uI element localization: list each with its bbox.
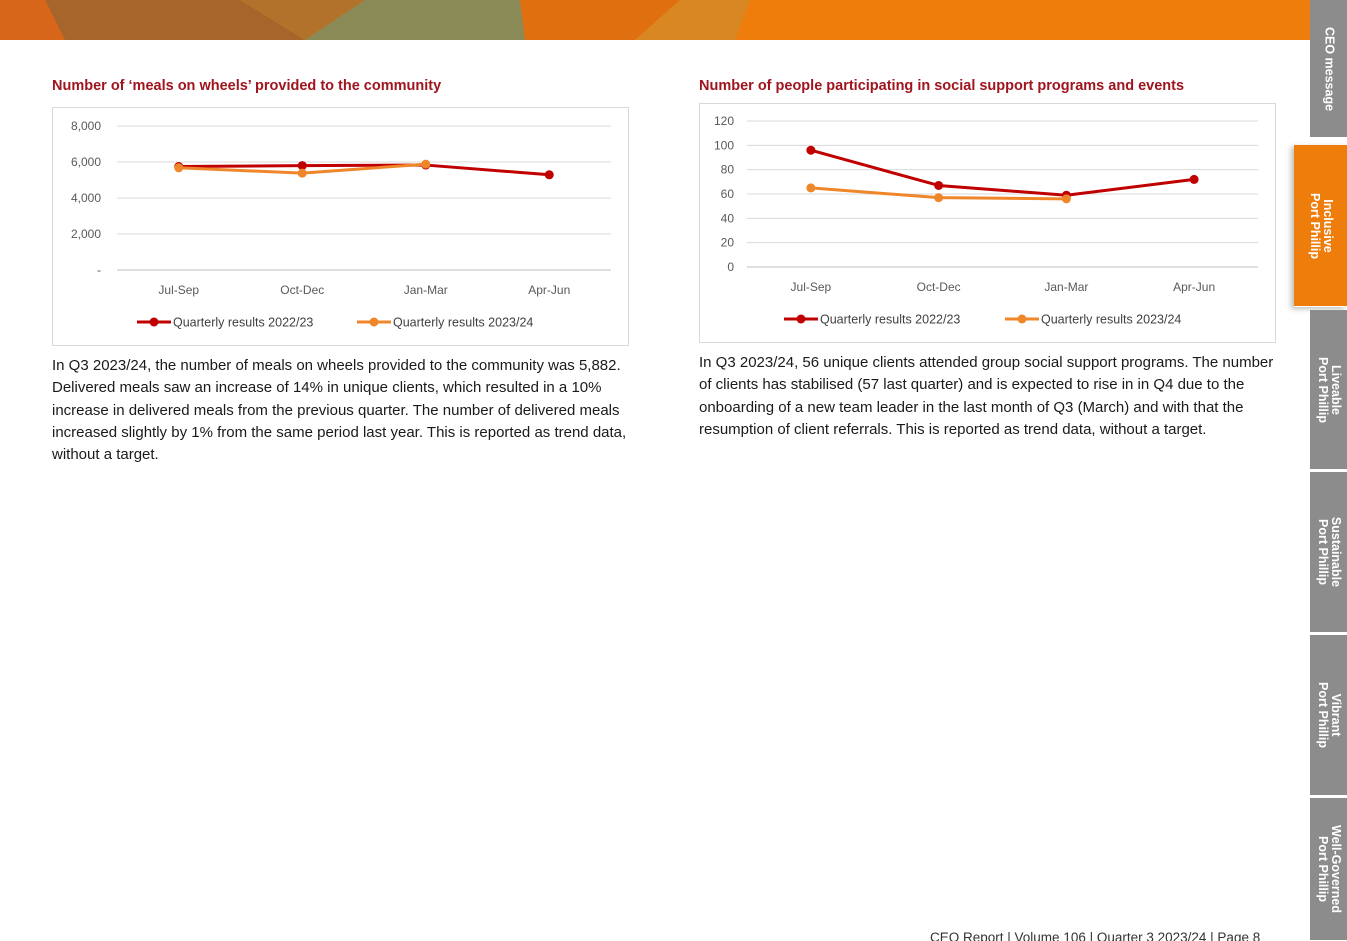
data-point <box>544 170 554 180</box>
social-chart-heading: Number of people participating in social… <box>699 78 1185 94</box>
x-tick-label: Jul-Sep <box>158 283 199 297</box>
side-tab-label: Well-Governed <box>1328 825 1343 913</box>
side-tab-label: Vibrant <box>1328 693 1343 737</box>
side-tab-vibrant-port-phillip[interactable]: Vibrant Port Phillip <box>1310 635 1347 796</box>
section-side-tabs: CEO message Inclusive Port Phillip Livea… <box>1294 0 1347 941</box>
side-tab-well-governed-port-phillip[interactable]: Well-Governed Port Phillip <box>1310 798 1347 941</box>
data-point <box>421 159 431 169</box>
meals-line-chart: - 2,000 4,000 6,000 8,000 Jul-Sep Oct-Dec Jan-M… <box>71 119 611 330</box>
side-tab-label: Port Phillip <box>1315 519 1330 585</box>
legend-marker <box>796 314 806 324</box>
social-line-chart: 0 20 40 60 80 100 120 Jul-Sep Oct-Dec Jan-Mar Apr-… <box>714 114 1258 327</box>
x-tick-label: Jan-Mar <box>404 283 448 297</box>
data-point <box>174 163 184 173</box>
side-tab-liveable-port-phillip[interactable]: Liveable Port Phillip <box>1310 310 1347 470</box>
legend-label: Quarterly results 2023/24 <box>393 316 533 330</box>
meals-chart-heading: Number of ‘meals on wheels’ provided to … <box>52 78 442 94</box>
legend-label: Quarterly results 2022/23 <box>820 313 960 327</box>
data-point <box>297 168 307 178</box>
side-tab-label: Liveable <box>1328 364 1343 415</box>
side-tab-label: Inclusive <box>1320 198 1335 253</box>
page-footer: CEO Report | Volume 106 | Quarter 3 2023… <box>930 930 1261 941</box>
side-tab-ceo-message[interactable]: CEO message <box>1310 0 1347 138</box>
y-tick-label: 60 <box>721 187 735 201</box>
y-tick-label: 8,000 <box>71 119 101 133</box>
y-tick-label: - <box>97 263 101 277</box>
x-tick-label: Apr-Jun <box>528 283 570 297</box>
data-point <box>934 193 944 203</box>
y-tick-label: 100 <box>714 138 734 152</box>
legend-marker <box>149 317 159 327</box>
meals-chart: - 2,000 4,000 6,000 8,000 Jul-Sep Oct-Dec Jan-M… <box>52 107 629 346</box>
x-tick-label: Oct-Dec <box>280 283 324 297</box>
social-paragraph: In Q3 2023/24, 56 unique clients attende… <box>699 354 1274 438</box>
y-tick-label: 0 <box>727 260 734 274</box>
x-tick-label: Jan-Mar <box>1044 280 1088 294</box>
y-tick-label: 80 <box>721 163 735 177</box>
legend-label: Quarterly results 2022/23 <box>173 316 313 330</box>
banner-graphic <box>0 0 1310 40</box>
y-tick-label: 4,000 <box>71 191 101 205</box>
side-tab-label: Sustainable <box>1328 516 1343 588</box>
x-tick-label: Apr-Jun <box>1173 280 1215 294</box>
legend-marker <box>1017 314 1027 324</box>
meals-paragraph: In Q3 2023/24, the number of meals on wh… <box>52 357 627 464</box>
side-tab-inclusive-port-phillip[interactable]: Inclusive Port Phillip <box>1294 145 1347 307</box>
x-tick-label: Oct-Dec <box>917 280 961 294</box>
series-line <box>178 163 550 177</box>
y-tick-label: 6,000 <box>71 155 101 169</box>
data-point <box>806 183 816 193</box>
data-point <box>934 180 944 190</box>
top-banner <box>0 0 1310 40</box>
x-tick-label: Jul-Sep <box>791 280 832 294</box>
y-tick-label: 2,000 <box>71 227 101 241</box>
side-tab-label: Port Phillip <box>1315 682 1330 748</box>
legend-marker <box>369 317 379 327</box>
social-chart: 0 20 40 60 80 100 120 Jul-Sep Oct-Dec Jan-Mar Apr-… <box>699 103 1276 343</box>
y-tick-label: 20 <box>721 236 735 250</box>
data-point <box>1061 194 1071 204</box>
side-tab-sustainable-port-phillip[interactable]: Sustainable Port Phillip <box>1310 472 1347 633</box>
side-tab-label: Port Phillip <box>1315 356 1330 423</box>
side-tab-label: Port Phillip <box>1307 192 1322 259</box>
y-tick-label: 40 <box>721 211 735 225</box>
data-point <box>297 161 307 171</box>
data-point <box>806 145 816 155</box>
side-tab-label: Port Phillip <box>1315 836 1330 902</box>
side-tab-label: CEO message <box>1322 26 1336 111</box>
y-tick-label: 120 <box>714 114 734 128</box>
data-point <box>1189 174 1199 184</box>
series-line <box>810 148 1195 197</box>
legend-label: Quarterly results 2023/24 <box>1041 313 1181 327</box>
